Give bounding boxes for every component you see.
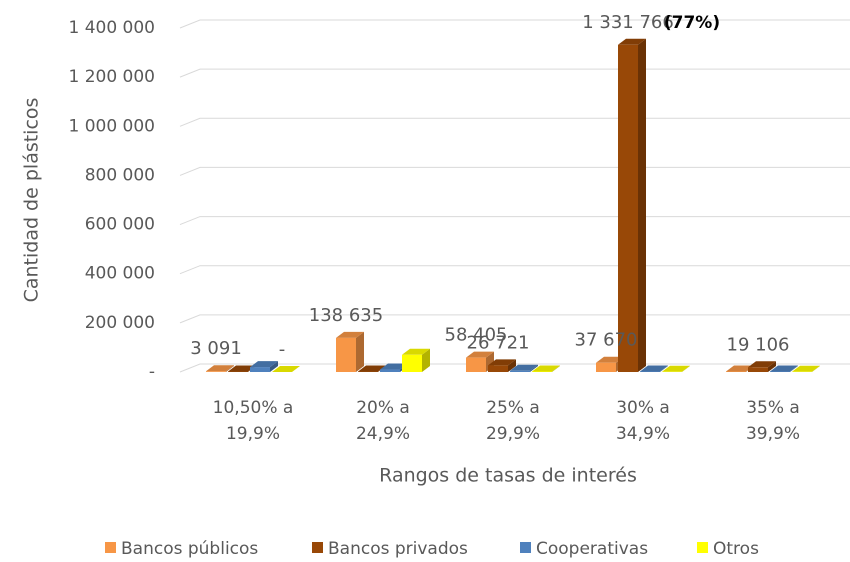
bar-side — [530, 364, 538, 372]
legend-label: Bancos públicos — [121, 539, 258, 559]
bar-top — [336, 331, 364, 338]
bar — [488, 365, 508, 372]
bar-side — [790, 365, 798, 372]
bar-side — [508, 359, 516, 372]
bar-top — [206, 365, 234, 372]
x-tick-label: 30% a 34,9% — [616, 398, 670, 444]
bar-side — [356, 331, 364, 372]
bar-side — [552, 365, 560, 372]
y-tick-label: 400 000 — [85, 264, 155, 284]
y-tick-label: - — [149, 362, 155, 382]
bar-side — [682, 365, 690, 372]
legend-label: Bancos privados — [328, 539, 468, 559]
bar-top — [726, 365, 754, 372]
legend-swatch — [520, 542, 531, 553]
bar-top — [402, 348, 430, 355]
bar-top — [358, 365, 386, 372]
bar — [466, 357, 486, 372]
bar — [380, 369, 400, 372]
data-label: 3 091 — [190, 338, 242, 359]
bar — [748, 367, 768, 372]
x-tick-label: 25% a 29,9% — [486, 398, 540, 444]
y-tick-label: 1 400 000 — [68, 18, 155, 38]
bar-top — [488, 359, 516, 366]
bar-side — [638, 38, 646, 373]
y-axis-label: Cantidad de plásticos — [21, 98, 43, 303]
bar — [206, 371, 226, 372]
bar — [596, 362, 616, 372]
grid-line — [179, 166, 850, 176]
data-label: 58 405 — [445, 325, 508, 346]
bar-top — [532, 365, 560, 372]
y-tick-label: 1 200 000 — [68, 67, 155, 87]
grid-line — [179, 216, 850, 226]
grid-line — [179, 265, 850, 275]
legend-swatch — [697, 542, 708, 553]
legend-swatch — [105, 542, 116, 553]
bar-side — [812, 365, 820, 372]
bar-side — [660, 365, 668, 372]
bar — [618, 44, 638, 373]
bar — [510, 370, 530, 372]
grid-line — [179, 68, 850, 78]
data-label: 37 670 — [575, 330, 638, 351]
grid-line — [179, 19, 850, 29]
annotation: (77%) — [664, 13, 720, 33]
legend-swatch — [312, 542, 323, 553]
bar-side — [768, 361, 776, 372]
bar — [250, 367, 270, 372]
bar-top — [250, 361, 278, 368]
grid-line — [179, 314, 850, 324]
bar — [336, 337, 356, 372]
bar-top — [640, 365, 668, 372]
y-tick-label: 1 000 000 — [68, 116, 155, 136]
data-label: - — [279, 339, 286, 360]
x-axis-label: Rangos de tasas de interés — [379, 465, 637, 487]
y-tick-label: 600 000 — [85, 215, 155, 235]
bar-top — [662, 365, 690, 372]
bar-top — [596, 356, 624, 363]
bar — [402, 354, 422, 372]
bar-top — [770, 365, 798, 372]
legend-label: Otros — [713, 539, 759, 559]
bar-side — [422, 348, 430, 372]
bar-top — [466, 351, 494, 358]
bar-top — [380, 363, 408, 370]
data-label: 138 635 — [309, 305, 383, 326]
y-tick-label: 800 000 — [85, 165, 155, 185]
bar-side — [270, 361, 278, 372]
bar-top — [228, 365, 256, 372]
y-tick-label: 200 000 — [85, 313, 155, 333]
x-tick-label: 35% a 39,9% — [746, 398, 800, 444]
bar-side — [226, 365, 234, 372]
x-tick-label: 20% a 24,9% — [356, 398, 410, 444]
legend-label: Cooperativas — [536, 539, 648, 559]
bar-top — [510, 364, 538, 371]
bar-top — [618, 38, 646, 45]
data-label: 1 331 766 — [582, 12, 674, 33]
data-label: 26 721 — [467, 332, 530, 353]
grid-line — [179, 117, 850, 127]
bar-top — [272, 366, 300, 372]
bar-top — [748, 361, 776, 368]
x-tick-label: 10,50% a 19,9% — [213, 398, 294, 444]
bar-top — [792, 365, 820, 372]
data-label: 19 106 — [727, 334, 790, 355]
